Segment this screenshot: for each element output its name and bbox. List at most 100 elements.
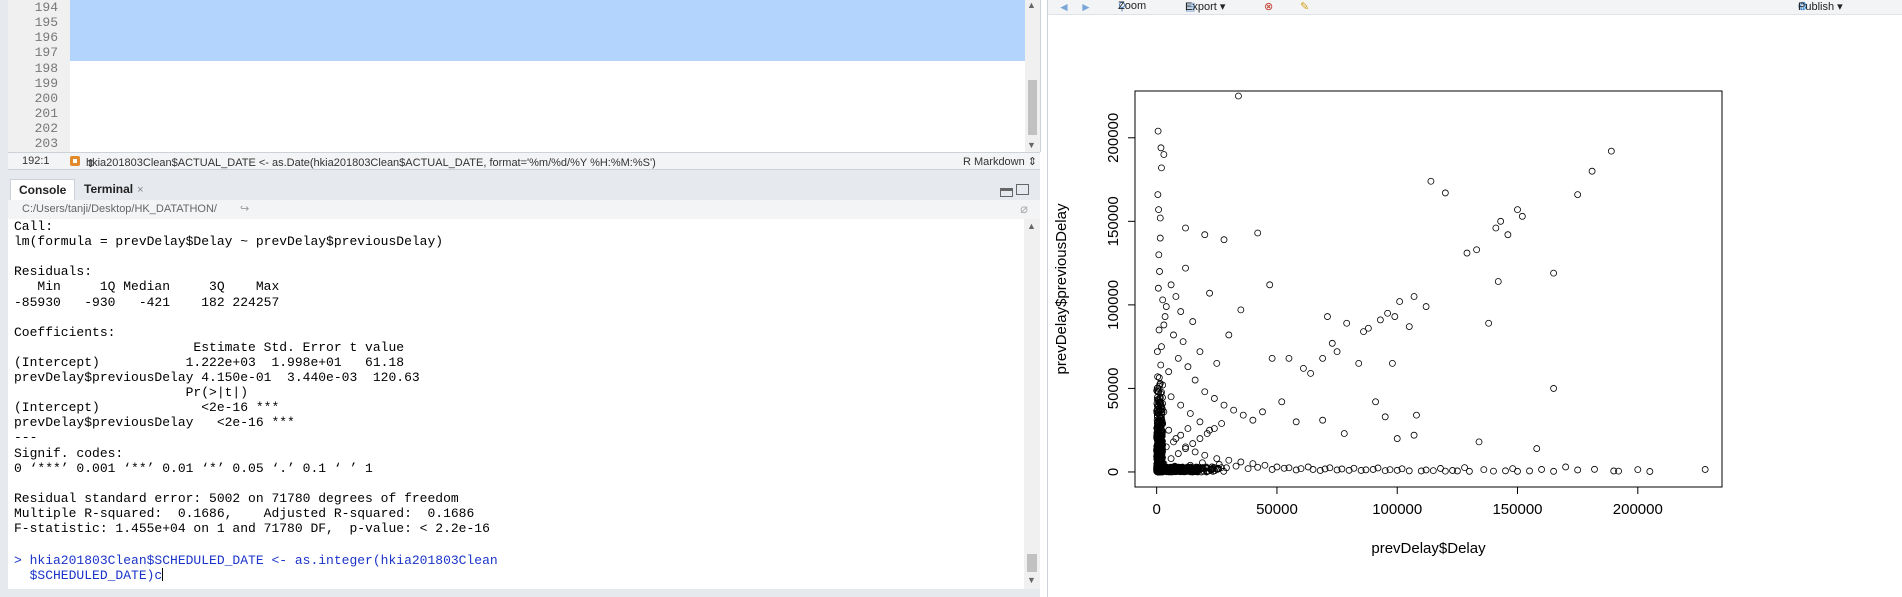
- scatter-point: [1177, 401, 1185, 409]
- back-arrow-icon[interactable]: ◄: [1058, 0, 1070, 14]
- scatter-point: [1223, 464, 1230, 472]
- scatter-point: [1158, 448, 1165, 456]
- scatter-point: [1156, 394, 1164, 402]
- scatter-point: [1160, 408, 1168, 416]
- scatter-point: [1225, 331, 1233, 339]
- scatter-point: [1249, 416, 1257, 424]
- scatter-point: [1165, 368, 1173, 376]
- export-icon: ▤: [1185, 1, 1196, 13]
- scatter-point: [1350, 464, 1358, 472]
- scatter-point: [1179, 464, 1187, 472]
- editor-scroll-thumb[interactable]: [1028, 80, 1037, 135]
- scroll-down-icon[interactable]: ▼: [1027, 140, 1036, 150]
- text-cursor: [162, 568, 164, 582]
- scatter-point: [1326, 464, 1334, 472]
- scatter-point: [1268, 354, 1276, 362]
- scatter-point: [1167, 281, 1175, 289]
- console-line: Min 1Q Median 3Q Max: [14, 279, 288, 295]
- console-line: prevDelay$previousDelay 4.150e-01 3.440e…: [14, 370, 420, 385]
- scatter-point: [1156, 268, 1163, 275]
- scatter-point: [1473, 246, 1481, 254]
- scatter-point: [1154, 191, 1162, 198]
- scatter-point: [1538, 466, 1545, 473]
- scatter-point: [1220, 401, 1228, 409]
- close-icon[interactable]: ×: [137, 184, 144, 196]
- line-number-gutter: 194 195 196 197 198 199 200 201 202 203: [8, 0, 70, 152]
- tab-terminal[interactable]: Terminal ×: [76, 179, 152, 199]
- scatter-point: [1154, 373, 1162, 381]
- tab-terminal-label: Terminal: [84, 182, 134, 196]
- scatter-point: [1588, 167, 1596, 175]
- console-scrollbar[interactable]: ▲ ▼: [1024, 219, 1040, 589]
- scatter-point: [1393, 435, 1401, 442]
- scatter-point: [1154, 422, 1162, 430]
- scatter-point: [1292, 418, 1300, 426]
- tab-console-label: Console: [19, 183, 67, 197]
- scroll-down-icon[interactable]: ▼: [1027, 575, 1036, 585]
- scatter-point: [1292, 466, 1300, 474]
- scatter-point: [1268, 466, 1276, 473]
- forward-arrow-icon[interactable]: ►: [1080, 0, 1092, 14]
- text-selection: [70, 0, 1028, 61]
- scatter-point: [1362, 466, 1370, 474]
- scatter-point: [1410, 431, 1418, 439]
- scatter-point: [1574, 191, 1582, 198]
- minimize-pane-icon[interactable]: [1000, 188, 1013, 197]
- console-output[interactable]: Call: lm(formula = prevDelay$Delay ~ prev…: [8, 219, 1024, 589]
- line-number: 199: [34, 76, 58, 91]
- summary-dropdown-icon: ⇕: [86, 158, 96, 170]
- scatter-point: [1203, 430, 1211, 437]
- remove-plot-icon[interactable]: ⊗: [1264, 1, 1274, 13]
- scatter-point: [1201, 231, 1209, 239]
- scroll-up-icon[interactable]: ▲: [1027, 221, 1036, 231]
- scatter-point: [1158, 343, 1165, 351]
- scatter-point: [1160, 460, 1168, 468]
- tab-console[interactable]: Console: [10, 179, 76, 200]
- scatter-point: [1701, 466, 1709, 473]
- scatter-point: [1158, 444, 1166, 452]
- console-line: Call:: [14, 219, 54, 234]
- scatter-point: [1480, 466, 1488, 474]
- y-tick-label: 100000: [1105, 280, 1122, 330]
- clear-console-icon[interactable]: ⌀: [1020, 201, 1028, 216]
- scatter-point: [1319, 416, 1327, 424]
- x-axis-label: prevDelay$Delay: [1371, 540, 1486, 557]
- scatter-point: [1360, 328, 1367, 336]
- file-type-selector[interactable]: R Markdown ⇕: [963, 156, 1038, 168]
- plot-frame: [1134, 90, 1723, 488]
- console-line: Estimate Std. Error t value: [14, 339, 405, 355]
- console-scroll-thumb[interactable]: [1027, 554, 1037, 572]
- scatter-point: [1266, 281, 1274, 289]
- console-command-line[interactable]: > hkia201803Clean$SCHEDULED_DATE <- as.i…: [14, 553, 498, 569]
- scatter-point: [1157, 144, 1165, 152]
- scatter-point: [1154, 446, 1162, 453]
- scatter-point: [1153, 348, 1161, 356]
- scatter-point: [1391, 313, 1399, 320]
- scatter-point: [1156, 398, 1164, 406]
- go-to-directory-icon[interactable]: ↪: [240, 203, 250, 215]
- scatter-point: [1441, 189, 1449, 197]
- editor-scrollbar[interactable]: ▲ ▼: [1025, 0, 1040, 152]
- line-number: 197: [34, 45, 58, 60]
- line-number: 201: [34, 106, 58, 121]
- scatter-point: [1155, 418, 1163, 426]
- maximize-pane-icon[interactable]: [1016, 184, 1029, 195]
- scatter-point: [1174, 464, 1182, 472]
- console-line: prevDelay$previousDelay <2e-16 ***: [14, 415, 295, 431]
- scatter-point: [1194, 465, 1201, 473]
- scroll-up-icon[interactable]: ▲: [1027, 0, 1036, 10]
- scatter-point: [1634, 466, 1642, 474]
- console-command-line-continuation[interactable]: $SCHEDULED_DATE)c: [14, 568, 164, 583]
- scatter-point: [1162, 303, 1170, 310]
- scatter-point: [1405, 323, 1413, 330]
- scatter-point: [1201, 451, 1209, 459]
- scatter-point: [1158, 443, 1165, 451]
- scatter-point: [1502, 467, 1509, 475]
- scatter-point: [1386, 466, 1394, 474]
- scatter-point: [1316, 467, 1324, 474]
- source-editor[interactable]: 194 195 196 197 198 199 200 201 202 203 …: [8, 0, 1041, 152]
- clear-all-plots-icon[interactable]: ✎: [1300, 1, 1310, 13]
- scatter-point: [1297, 465, 1305, 473]
- scatter-point: [1155, 326, 1163, 334]
- line-number: 200: [34, 91, 58, 106]
